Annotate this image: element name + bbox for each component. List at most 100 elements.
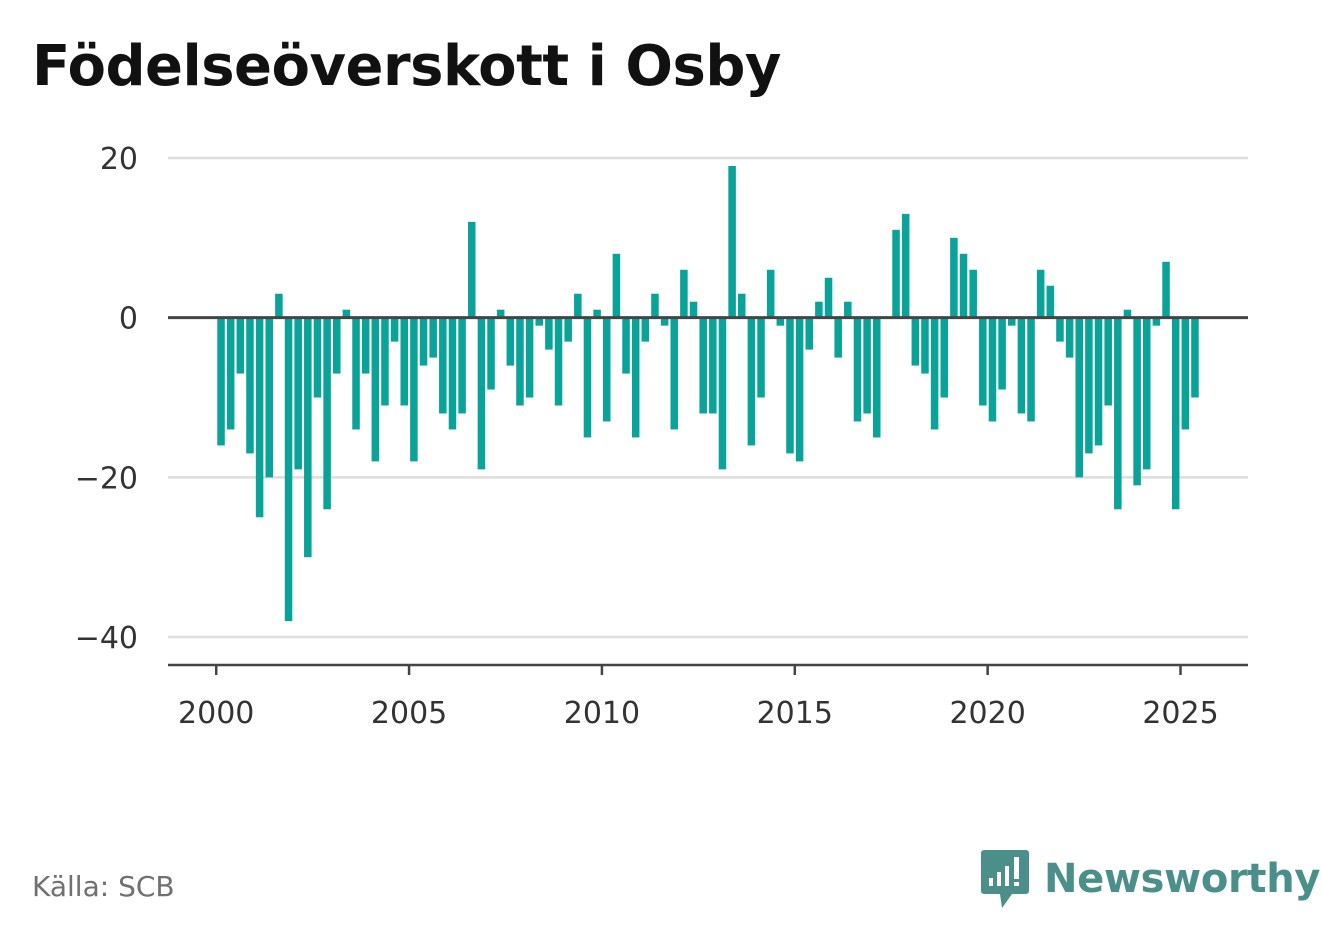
bar (1075, 317, 1084, 478)
bar (381, 317, 389, 406)
bar (872, 317, 881, 438)
bar (940, 317, 949, 398)
bar (805, 317, 814, 350)
bar (284, 317, 293, 622)
bar (246, 317, 254, 454)
bar (1142, 317, 1151, 470)
bar (921, 317, 929, 374)
x-tick-label: 2015 (757, 696, 833, 731)
bar (217, 317, 225, 446)
bar (680, 269, 688, 318)
bar (892, 229, 900, 318)
bar (458, 317, 466, 414)
bar (1162, 261, 1170, 318)
bar (467, 221, 476, 318)
bar (959, 253, 968, 318)
bar (728, 165, 736, 318)
bar (1046, 285, 1055, 318)
bar (747, 317, 756, 446)
bar (583, 317, 592, 438)
source-note: Källa: SCB (32, 870, 175, 903)
bar (844, 301, 852, 318)
x-tick-label: 2005 (371, 696, 447, 731)
bar (969, 269, 977, 318)
bar (670, 317, 679, 430)
bar (911, 317, 920, 366)
bar (1104, 317, 1112, 406)
bar (304, 317, 312, 558)
bar (1191, 317, 1199, 398)
bar (275, 293, 283, 318)
bar (1027, 317, 1035, 422)
bar (795, 317, 804, 462)
x-tick-label: 2020 (949, 696, 1025, 731)
bar (1007, 317, 1016, 326)
bar (1133, 317, 1141, 486)
x-tick-label: 2000 (178, 696, 254, 731)
bar (737, 293, 746, 318)
brand-name: Newsworthy (1044, 856, 1321, 902)
bar (294, 317, 302, 470)
bar (226, 317, 235, 430)
x-tick-label: 2025 (1142, 696, 1218, 731)
bar (988, 317, 997, 422)
bar (979, 317, 987, 406)
bar (400, 317, 409, 406)
bar (602, 317, 611, 422)
bar (786, 317, 794, 454)
bar (352, 317, 360, 430)
bar (236, 317, 245, 374)
bar (1114, 317, 1122, 510)
bar (834, 317, 842, 358)
bar (371, 317, 380, 462)
bar (631, 317, 640, 438)
bar (1036, 269, 1045, 318)
bar (757, 317, 765, 398)
bar (593, 309, 601, 318)
bar (689, 301, 698, 318)
bar (535, 317, 544, 326)
bar (525, 317, 534, 398)
bar (815, 301, 823, 318)
bar (853, 317, 862, 422)
bar (429, 317, 437, 358)
bar (265, 317, 274, 478)
bar (1065, 317, 1074, 358)
bar (612, 253, 621, 318)
bar-chart: 20 0 −20 −40 2000 2005 2010 2015 2020 2025 (75, 142, 1248, 731)
bar (718, 317, 727, 470)
newsworthy-brand[interactable]: Newsworthy (980, 848, 1321, 910)
bar (709, 317, 717, 414)
bar (1171, 317, 1180, 510)
bar (622, 317, 630, 374)
bar (361, 317, 370, 374)
bar (410, 317, 418, 462)
bar (545, 317, 553, 350)
bar (699, 317, 707, 414)
y-tick-label: 0 (119, 302, 138, 337)
bar (554, 317, 563, 406)
axes: 20 0 −20 −40 2000 2005 2010 2015 2020 2025 (75, 142, 1248, 731)
y-tick-label: −20 (75, 461, 138, 496)
bar (901, 213, 910, 318)
bar (323, 317, 331, 510)
bar (419, 317, 428, 366)
bar (651, 293, 659, 318)
bar (1056, 317, 1064, 342)
bar (487, 317, 495, 390)
bar (1085, 317, 1093, 454)
bar (332, 317, 341, 374)
y-tick-label: 20 (100, 142, 138, 177)
bar (1181, 317, 1190, 430)
bar (506, 317, 515, 366)
bar (448, 317, 457, 430)
bar (930, 317, 939, 430)
bar (1123, 309, 1132, 318)
bar (564, 317, 572, 342)
bar (342, 309, 351, 318)
bar (998, 317, 1006, 390)
bar (776, 317, 785, 326)
bar (439, 317, 447, 414)
bar (477, 317, 486, 470)
bar (824, 277, 833, 318)
